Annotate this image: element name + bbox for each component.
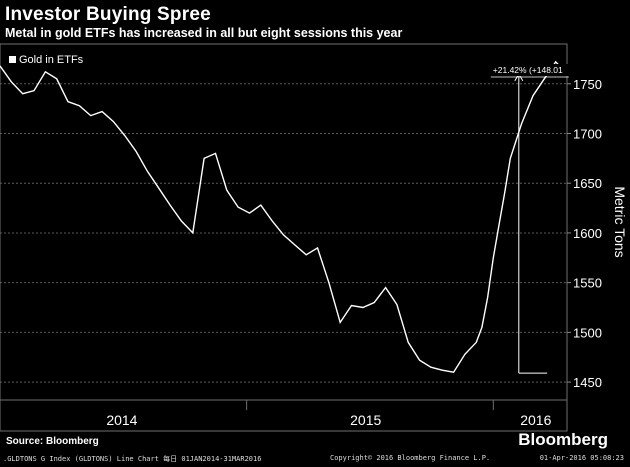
y-tick-label-1600: 1600 [573,226,602,241]
chart-border [0,43,568,432]
x-period-label-2015: 2015 [350,412,381,428]
x-period-label-2014: 2014 [106,412,137,428]
y-tick-label-1650: 1650 [573,176,602,191]
y-tick-label-1750: 1750 [573,77,602,92]
series-line-gold-in-etfs [0,60,568,373]
footer-index-info: .GLDTONS G Index (GLDTONS) Line Chart 每日… [3,455,262,463]
chart-title: Investor Buying Spree [5,4,211,25]
footer-copyright: Copyright© 2016 Bloomberg Finance L.P. [330,454,491,462]
y-tick-label-1550: 1550 [573,276,602,291]
y-tick-label-1500: 1500 [573,325,602,340]
y-tick-label-1450: 1450 [573,375,602,390]
y-axis-label: Metric Tons [612,186,628,257]
bloomberg-logo: Bloomberg [518,430,608,449]
chart-subtitle: Metal in gold ETFs has increased in all … [5,26,403,40]
annotation-label-bg [490,64,569,76]
legend-swatch [9,56,16,63]
annotation-label: +21.42% (+148.01 [493,65,563,75]
footer-timestamp: 01-Apr-2016 05:08:23 [539,454,624,462]
source-note: Source: Bloomberg [6,436,99,447]
x-period-label-2016: 2016 [520,412,551,428]
legend-label: Gold in ETFs [19,54,84,66]
y-tick-label-1700: 1700 [573,126,602,141]
